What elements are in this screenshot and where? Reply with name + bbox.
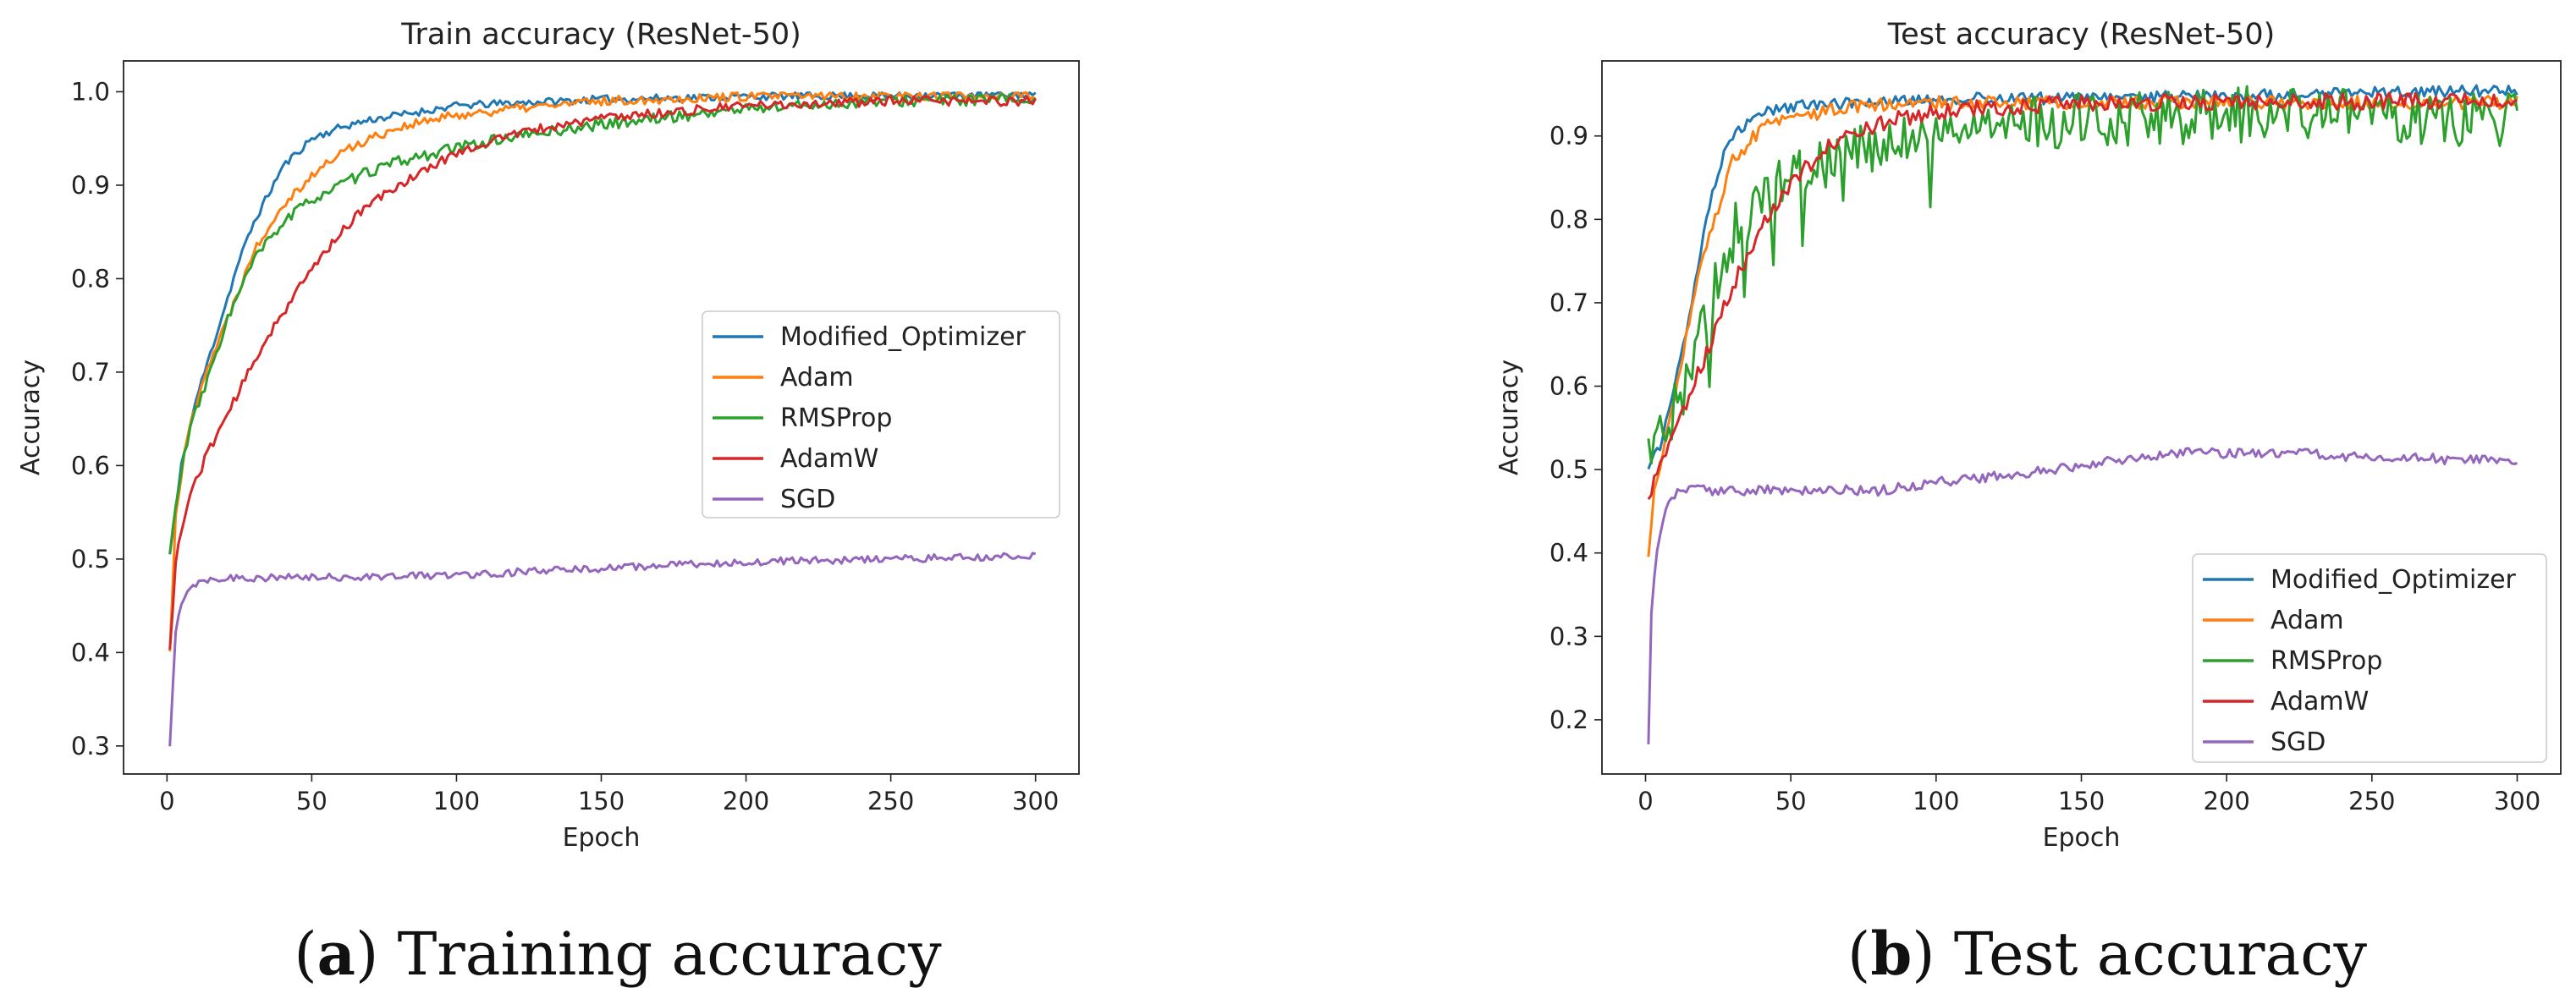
plot-frame <box>123 60 1080 775</box>
series-lines <box>1647 84 2518 744</box>
y-tick-label: 0.4 <box>1549 539 1588 568</box>
test-accuracy-chart: Test accuracy (ResNet-50) 0 50 100 150 200 250… <box>1494 18 2562 853</box>
caption-b: (b) Test accuracy <box>1847 919 2367 989</box>
caption-a-open: ( <box>294 919 316 989</box>
train-accuracy-chart: Train accuracy (ResNet-50) 0 50 100 150 200 25… <box>16 18 1080 853</box>
caption-b-close: ) <box>1912 919 1935 989</box>
chart-title: Test accuracy (ResNet-50) <box>1887 18 2276 52</box>
caption-a-letter: a <box>317 919 355 989</box>
y-tick-label: 1.0 <box>71 77 110 106</box>
x-tick-label: 100 <box>433 787 480 815</box>
series-line-adamw <box>168 95 1038 650</box>
y-tick-label: 0.8 <box>71 264 110 293</box>
legend-label: Modified_Optimizer <box>780 322 1027 352</box>
x-tick-label: 300 <box>2494 787 2540 815</box>
y-tick-label: 0.9 <box>1549 122 1588 151</box>
series-line-modified-optimizer <box>1647 84 2518 470</box>
x-axis-title: Epoch <box>563 823 641 853</box>
y-axis-title: Accuracy <box>1494 360 1524 475</box>
y-tick-label: 0.5 <box>1549 455 1588 484</box>
legend-label: Modified_Optimizer <box>2271 565 2517 595</box>
x-tick-label: 200 <box>2203 787 2249 815</box>
y-tick-label: 0.7 <box>71 358 110 387</box>
x-tick-label: 150 <box>2058 787 2105 815</box>
caption-a: (a) Training accuracy <box>294 919 942 989</box>
caption-a-text: Training accuracy <box>378 919 942 989</box>
x-tick-label: 50 <box>1775 787 1807 815</box>
y-tick-label: 0.8 <box>1549 205 1588 233</box>
x-tick-label: 0 <box>159 787 174 815</box>
y-tick-label: 0.2 <box>1549 705 1588 734</box>
y-tick-label: 0.3 <box>71 732 110 760</box>
y-axis-title: Accuracy <box>16 360 46 475</box>
series-line-sgd <box>1647 447 2518 744</box>
y-tick-label: 0.6 <box>71 451 110 480</box>
legend-label: RMSProp <box>2271 646 2382 676</box>
legend-label: RMSProp <box>780 403 892 433</box>
y-tick-label: 0.4 <box>71 638 110 667</box>
series-line-adamw <box>1647 91 2518 501</box>
caption-b-text: Test accuracy <box>1935 919 2368 989</box>
x-tick-label: 300 <box>1012 787 1059 815</box>
chart-title: Train accuracy (ResNet-50) <box>400 18 801 52</box>
x-tick-label: 250 <box>2348 787 2395 815</box>
x-axis-title: Epoch <box>2043 823 2121 853</box>
legend-label: SGD <box>2271 727 2326 757</box>
series-lines <box>168 91 1038 747</box>
legend-label: AdamW <box>2271 687 2369 716</box>
x-tick-label: 150 <box>578 787 625 815</box>
y-tick-label: 0.9 <box>71 171 110 200</box>
x-tick-label: 250 <box>867 787 914 815</box>
plot-frame <box>1601 60 2562 775</box>
legend-label: AdamW <box>780 444 878 474</box>
caption-b-letter: b <box>1870 919 1912 989</box>
caption-a-close: ) <box>355 919 378 989</box>
series-line-rmsprop <box>1647 85 2518 465</box>
legend-label: SGD <box>780 485 835 514</box>
y-tick-label: 0.5 <box>71 545 110 574</box>
legend-label: Adam <box>2271 606 2344 635</box>
legend-label: Adam <box>780 363 854 392</box>
x-tick-label: 100 <box>1913 787 1959 815</box>
y-tick-label: 0.7 <box>1549 288 1588 317</box>
x-tick-label: 50 <box>296 787 328 815</box>
x-tick-label: 200 <box>723 787 769 815</box>
legend-box <box>2192 553 2547 763</box>
caption-b-open: ( <box>1847 919 1870 989</box>
y-tick-label: 0.6 <box>1549 372 1588 401</box>
legend-box <box>702 310 1060 519</box>
x-tick-label: 0 <box>1638 787 1653 815</box>
series-line-sgd <box>168 552 1037 747</box>
y-tick-label: 0.3 <box>1549 622 1588 650</box>
